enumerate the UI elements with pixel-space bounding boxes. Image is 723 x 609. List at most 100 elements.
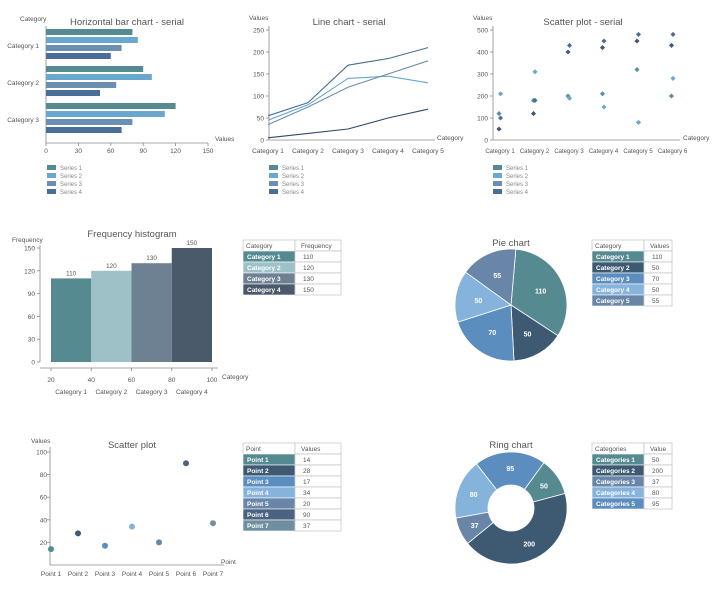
slice — [454, 271, 512, 323]
y-tick-label: 100 — [477, 116, 488, 123]
legend-swatch — [493, 173, 502, 178]
table-row-label: Categories 2 — [596, 468, 635, 475]
y-tick-label: 100 — [253, 94, 264, 101]
x-tick-label: 60 — [128, 377, 136, 384]
table-row-label: Category 4 — [247, 287, 281, 294]
legend-swatch — [493, 165, 502, 170]
scatter-point — [566, 42, 573, 48]
legend-label: Series 4 — [60, 190, 83, 196]
bar — [46, 53, 111, 59]
chart-title: Frequency histogram — [87, 229, 176, 240]
table-value: 110 — [303, 254, 314, 261]
table-row-label: Point 4 — [247, 490, 269, 497]
scatter-point — [635, 119, 642, 125]
y-axis-label: Category — [20, 16, 47, 23]
scatter-point — [599, 91, 606, 97]
table-value: 34 — [303, 490, 311, 497]
table-value-cell — [294, 497, 342, 510]
x-tick-label: Category 4 — [372, 148, 404, 155]
horizontal-bar-chart: Horizontal bar chart - serial Category Val… — [7, 16, 235, 196]
y-tick-label: 150 — [24, 246, 35, 253]
legend-swatch — [269, 181, 278, 186]
scatter-point — [530, 111, 537, 117]
scatter-point — [634, 67, 640, 73]
y-tick-label: 250 — [253, 28, 264, 35]
legend-label: Series 3 — [60, 182, 83, 188]
y-axis-label: Values — [31, 438, 51, 445]
table-row-label: Category 3 — [247, 276, 281, 283]
x-tick-label: Category 5 — [412, 148, 444, 155]
scatter-point — [75, 530, 81, 537]
data-label: 130 — [146, 255, 157, 262]
table-row-label: Category 2 — [247, 265, 281, 272]
scatter-point — [156, 539, 162, 546]
y-tick-label: 200 — [477, 94, 488, 101]
slice — [475, 451, 545, 491]
slice-label: 95 — [506, 466, 514, 473]
slice — [457, 304, 515, 362]
table-value: 150 — [303, 287, 314, 294]
table-row-label: Point 2 — [247, 468, 269, 475]
scatter-point — [670, 75, 676, 81]
y-tick-label: 60 — [28, 314, 36, 321]
scatter-point — [102, 542, 108, 549]
series-line — [267, 75, 429, 121]
scatter-point — [599, 45, 606, 51]
ring-chart: 50 200 37 80 95 Ring chart — [454, 440, 568, 565]
table-value: 55 — [652, 298, 660, 305]
histogram-bar — [51, 278, 92, 362]
slice-label: 37 — [471, 523, 479, 530]
table-value: 200 — [652, 468, 663, 475]
slice-label: 80 — [470, 492, 478, 499]
y-tick-label: 300 — [477, 72, 488, 79]
series-line — [267, 47, 429, 117]
table-value: 110 — [652, 254, 663, 261]
x-tick-label: Point 3 — [95, 571, 116, 578]
x-tick-label: 120 — [170, 148, 181, 155]
slice-label: 110 — [535, 289, 546, 296]
legend-swatch — [47, 181, 56, 186]
legend-swatch — [47, 189, 56, 194]
x-tick-label: 60 — [107, 148, 115, 155]
histogram-bar — [91, 270, 132, 362]
scatter-chart-serial: Scatter plot - serial Values Category 0 100 2… — [473, 15, 710, 196]
y-tick-label: 0 — [260, 138, 264, 145]
y-axis-label: Values — [249, 15, 269, 22]
histogram-bar — [171, 248, 212, 362]
table-value: 130 — [303, 276, 314, 283]
legend-swatch — [493, 189, 502, 194]
x-axis-label: Point — [221, 559, 236, 566]
chart-title: Scatter plot — [108, 440, 156, 451]
x-tick-label: Point 6 — [176, 571, 197, 578]
y-tick-label: 60 — [40, 495, 48, 502]
slice — [510, 304, 559, 362]
category-label: Category 2 — [95, 389, 127, 396]
table-row-label: Categories 5 — [596, 501, 635, 508]
table-value: 37 — [303, 523, 311, 530]
bar — [46, 66, 144, 72]
bar — [46, 127, 122, 133]
table-header: Values — [301, 446, 321, 453]
y-tick-label: 500 — [477, 28, 488, 35]
x-axis-label: Category — [437, 135, 464, 142]
table-row-label: Point 3 — [247, 479, 269, 486]
x-tick-label: Category 4 — [589, 149, 619, 155]
x-tick-label: Category 5 — [623, 149, 653, 155]
table-row-label: Categories 1 — [596, 457, 635, 464]
table-value: 70 — [652, 276, 660, 283]
table-header: Frequency — [301, 243, 332, 250]
table-value-cell — [294, 519, 342, 532]
category-label: Category 1 — [7, 43, 39, 50]
x-axis-label: Category — [222, 374, 249, 381]
table-value: 50 — [652, 457, 660, 464]
x-tick-label: Category 1 — [485, 149, 515, 155]
table-value: 17 — [303, 479, 311, 486]
bar — [46, 37, 138, 43]
table-value: 20 — [303, 501, 311, 508]
table-row-label: Point 7 — [247, 523, 269, 530]
x-tick-label: Point 5 — [149, 571, 170, 578]
table-value: 120 — [303, 265, 314, 272]
table-value-cell — [643, 497, 673, 510]
x-tick-label: 40 — [88, 377, 96, 384]
table-value: 95 — [652, 501, 660, 508]
